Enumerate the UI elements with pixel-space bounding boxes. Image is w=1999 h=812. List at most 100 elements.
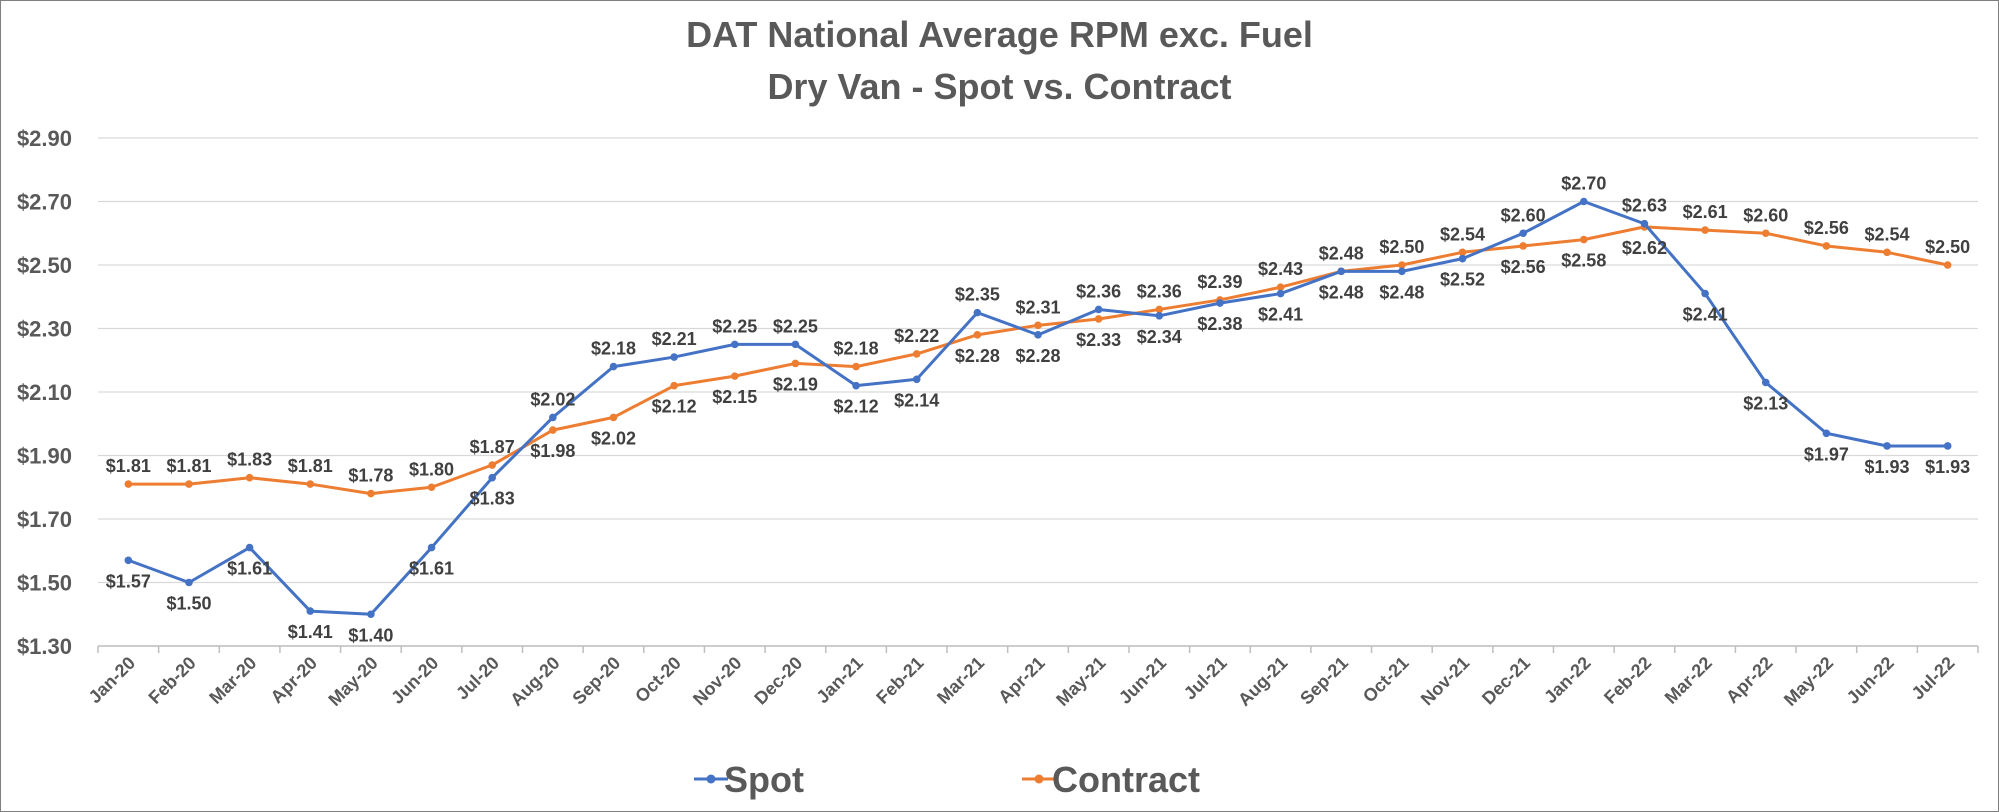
y-tick-label: $2.10 [17, 380, 72, 405]
data-point-contract [1580, 235, 1588, 244]
data-label-spot: $1.40 [348, 625, 393, 645]
data-point-contract [1094, 315, 1103, 323]
x-tick-label: Mar-22 [1661, 653, 1716, 708]
x-tick-label: Mar-20 [205, 653, 260, 708]
x-tick-label: Sep-21 [1296, 653, 1352, 709]
data-point-spot [1580, 197, 1588, 206]
data-point-contract [1155, 305, 1164, 314]
data-label-contract: $2.31 [1015, 297, 1060, 317]
data-label-spot: $2.28 [1015, 346, 1060, 366]
x-tick-label: Nov-21 [1417, 653, 1474, 710]
data-point-contract [609, 413, 618, 422]
data-labels: $1.57 $1.81 $1.50 $1.81 $1.61 $1.83 $1.41 $1.81… [106, 174, 1970, 646]
data-point-spot [1883, 442, 1891, 450]
data-point-contract [1458, 248, 1467, 257]
series-lines [124, 197, 1952, 619]
legend-label-spot: Spot [724, 759, 804, 800]
data-point-contract [1822, 242, 1831, 250]
data-label-spot: $2.41 [1258, 305, 1303, 325]
data-point-spot [1822, 429, 1831, 438]
data-label-contract: $2.61 [1683, 202, 1728, 222]
data-label-contract: $2.50 [1379, 237, 1424, 257]
y-tick-label: $1.30 [17, 634, 72, 659]
data-label-contract: $2.54 [1440, 224, 1485, 244]
data-point-contract [306, 480, 315, 488]
data-point-spot [1640, 219, 1649, 228]
data-label-contract: $1.81 [106, 456, 151, 476]
data-label-contract: $1.80 [409, 459, 454, 479]
data-label-spot: $2.25 [773, 316, 818, 336]
data-label-spot: $1.50 [166, 594, 211, 614]
data-label-spot: $2.13 [1743, 393, 1788, 413]
x-tick-label: Sep-20 [568, 653, 624, 709]
data-label-spot: $1.61 [409, 559, 454, 579]
x-tick-label: Nov-20 [689, 653, 746, 710]
data-label-spot: $2.18 [591, 339, 636, 359]
data-label-spot: $1.41 [288, 622, 333, 642]
data-point-contract [1761, 229, 1770, 238]
data-point-spot [852, 381, 860, 390]
data-point-spot [791, 340, 800, 349]
data-label-contract: $2.28 [955, 346, 1000, 366]
x-tick-label: Dec-21 [1478, 653, 1534, 709]
data-label-spot: $2.36 [1076, 281, 1121, 301]
x-tick-label: Feb-21 [872, 653, 927, 708]
x-tick-label: Jul-20 [452, 653, 503, 704]
x-tick-label: Jan-22 [1540, 653, 1594, 707]
x-tick-label: May-20 [324, 653, 381, 710]
data-label-contract: $2.15 [712, 387, 757, 407]
data-point-spot [1094, 305, 1103, 314]
data-label-contract: $2.02 [591, 428, 636, 448]
x-tick-label: Jun-22 [1843, 653, 1898, 708]
y-tick-label: $1.90 [17, 444, 72, 469]
x-tick-label: Mar-21 [933, 653, 988, 708]
y-axis-tick-labels: $1.30 $1.50 $1.70 $1.90 $2.10 $2.30 $2.50 $2.70… [17, 126, 72, 659]
y-tick-label: $2.50 [17, 253, 72, 278]
data-label-spot: $2.38 [1197, 314, 1242, 334]
data-point-contract [912, 350, 921, 358]
data-point-contract [1398, 261, 1406, 269]
data-label-spot: $2.52 [1440, 270, 1485, 290]
data-label-contract: $1.83 [227, 450, 272, 470]
data-label-contract: $2.12 [652, 397, 697, 417]
data-point-spot [670, 353, 678, 361]
data-point-contract [1943, 261, 1952, 269]
x-tick-label: Jun-20 [387, 653, 442, 708]
data-point-contract [488, 461, 496, 469]
data-point-spot [185, 578, 193, 587]
data-label-spot: $1.57 [106, 571, 151, 591]
data-label-spot: $2.48 [1379, 282, 1424, 302]
y-tick-label: $1.70 [17, 507, 72, 532]
x-tick-label: Apr-21 [994, 653, 1048, 707]
x-tick-label: Feb-20 [145, 653, 200, 708]
data-label-contract: $2.39 [1197, 272, 1242, 292]
data-label-spot: $2.21 [652, 329, 697, 349]
data-label-spot: $1.61 [227, 559, 272, 579]
x-tick-label: Oct-20 [631, 653, 685, 707]
data-point-spot [1519, 229, 1527, 238]
data-label-spot: $1.83 [470, 489, 515, 509]
x-tick-label: Apr-22 [1722, 653, 1776, 707]
data-label-spot: $2.25 [712, 316, 757, 336]
y-tick-label: $2.70 [17, 190, 72, 215]
chart-subtitle: Dry Van - Spot vs. Contract [767, 66, 1232, 107]
data-label-spot: $2.14 [894, 390, 939, 410]
data-label-spot: $2.02 [530, 389, 575, 409]
y-tick-label: $1.50 [17, 571, 72, 596]
data-label-contract: $2.18 [834, 339, 879, 359]
data-point-contract [1701, 226, 1709, 234]
data-point-spot [1155, 312, 1164, 320]
x-tick-label: Feb-22 [1600, 653, 1655, 708]
data-label-spot: $2.70 [1561, 174, 1606, 194]
chart-title: DAT National Average RPM exc. Fuel [686, 14, 1313, 55]
data-point-spot [1034, 331, 1042, 339]
data-point-spot [1943, 442, 1952, 450]
data-label-contract: $2.58 [1561, 251, 1606, 271]
data-point-contract [973, 331, 982, 339]
data-label-spot: $2.41 [1683, 305, 1728, 325]
data-point-contract [1034, 321, 1042, 330]
data-label-spot: $2.60 [1501, 205, 1546, 225]
data-label-contract: $2.56 [1501, 257, 1546, 277]
